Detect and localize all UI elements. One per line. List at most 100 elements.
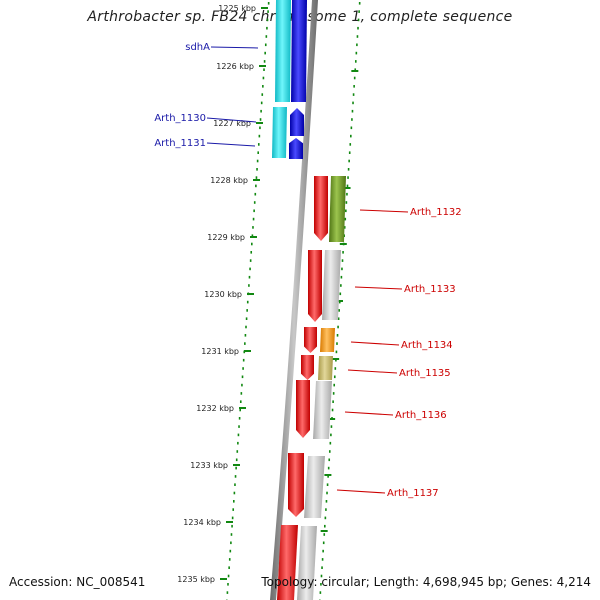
outer-tick: [324, 524, 326, 528]
cds-arth1134-red[interactable]: [304, 327, 317, 353]
outer-tick: [333, 383, 336, 387]
outer-tick: [341, 259, 344, 262]
cds-bottom-red[interactable]: [277, 525, 298, 600]
inner-tick: [264, 43, 267, 47]
bp-tick-label: 1225 kbp: [218, 4, 256, 13]
cds-arth1135-khaki[interactable]: [318, 356, 333, 380]
outer-tick: [356, 35, 359, 38]
inner-tick: [252, 226, 254, 229]
cds-arth1133-red[interactable]: [308, 250, 322, 322]
outer-major-tick: [351, 70, 359, 72]
inner-tick: [245, 317, 248, 320]
gene-label-right[interactable]: Arth_1135: [399, 368, 451, 379]
cds-arth1130-blue[interactable]: [290, 108, 304, 136]
outer-tick: [348, 159, 350, 163]
inner-tick: [237, 441, 239, 445]
gene-label-right[interactable]: Arth_1137: [387, 488, 439, 499]
inner-tick: [242, 367, 244, 370]
inner-tick: [228, 558, 231, 561]
outer-tick: [325, 508, 327, 511]
outer-tick: [320, 583, 322, 586]
cds-arth1132-olive[interactable]: [329, 176, 346, 242]
cds-arth1137-red[interactable]: [288, 453, 304, 517]
cds-arth1136-red[interactable]: [296, 380, 310, 438]
cds-bottom-gray[interactable]: [297, 526, 317, 600]
inner-tick: [258, 134, 261, 138]
inner-tick: [248, 284, 250, 287]
outer-tick: [338, 300, 341, 304]
inner-tick: [237, 433, 240, 437]
cds-arth1133-gray[interactable]: [322, 250, 341, 320]
inner-tick: [245, 325, 247, 329]
inner-tick: [260, 109, 262, 113]
inner-tick: [230, 541, 232, 545]
outer-major-tick: [328, 418, 336, 420]
bp-major-tick: [239, 407, 246, 409]
cds-arth1134-orange[interactable]: [320, 328, 335, 352]
inner-tick: [257, 151, 260, 154]
outer-tick: [331, 408, 334, 412]
gene-label-left[interactable]: sdhA: [185, 42, 210, 53]
inner-tick: [230, 533, 233, 536]
inner-tick: [256, 168, 258, 171]
gene-label-left[interactable]: Arth_1131: [154, 138, 206, 149]
gene-leader-line: [206, 117, 257, 123]
outer-tick: [333, 375, 336, 379]
inner-tick: [251, 242, 253, 246]
outer-tick: [343, 226, 346, 229]
inner-tick: [232, 508, 235, 511]
inner-tick: [235, 466, 237, 470]
outer-tick: [348, 151, 351, 154]
inner-tick: [248, 275, 251, 279]
gene-label-right[interactable]: Arth_1133: [404, 284, 456, 295]
outer-tick: [354, 68, 357, 71]
topology-text: Topology: circular; Length: 4,698,945 bp…: [261, 575, 591, 589]
gene-labels: sdhA Arth_1130 Arth_1131 Arth_1132 Arth_1133…: [154, 42, 461, 499]
gene-label-left[interactable]: Arth_1130: [154, 113, 206, 124]
outer-tick: [353, 76, 356, 80]
outer-tick: [330, 433, 332, 437]
cds-arth1137-gray[interactable]: [304, 456, 325, 518]
gene-label-right[interactable]: Arth_1132: [410, 207, 462, 218]
bp-major-tick: [256, 122, 263, 124]
outer-tick: [345, 201, 348, 204]
outer-tick: [338, 309, 340, 312]
outer-tick: [324, 516, 327, 520]
inner-tick: [238, 425, 240, 428]
outer-tick: [337, 325, 339, 329]
inner-tick: [253, 209, 255, 213]
inner-tick: [234, 475, 237, 478]
cds-arth1136-gray[interactable]: [313, 381, 332, 439]
outer-tick: [352, 93, 355, 96]
inner-tick: [259, 126, 261, 130]
cds-arth1132-red[interactable]: [314, 176, 328, 241]
inner-tick: [227, 574, 230, 578]
gene-leader-line: [347, 369, 398, 374]
outer-tick: [334, 367, 337, 370]
outer-major-tick: [339, 243, 347, 245]
outer-major-tick: [336, 300, 343, 302]
outer-tick: [330, 425, 333, 428]
outer-tick: [321, 566, 323, 569]
bp-major-tick: [244, 350, 251, 352]
bp-major-tick: [233, 464, 240, 466]
outer-tick: [347, 168, 350, 171]
cds-arth1131-blue[interactable]: [289, 138, 303, 159]
bp-tick-label: 1234 kbp: [183, 518, 221, 527]
outer-tick: [352, 101, 354, 105]
inner-tick: [249, 267, 251, 271]
outer-tick: [327, 475, 329, 478]
outer-tick: [357, 26, 359, 30]
outer-tick: [358, 10, 360, 13]
cds-arth1130-cyan[interactable]: [272, 107, 287, 158]
cds-sdha-blue[interactable]: [291, 0, 307, 102]
gene-label-right[interactable]: Arth_1134: [401, 340, 453, 351]
outer-tick: [322, 541, 325, 545]
bp-major-tick: [250, 236, 257, 238]
gene-label-right[interactable]: Arth_1136: [395, 410, 447, 421]
bp-tick-label: 1228 kbp: [210, 176, 248, 185]
cds-sdha-cyan[interactable]: [275, 0, 291, 102]
cds-arth1135-red[interactable]: [301, 355, 314, 380]
outer-tick: [344, 217, 347, 221]
inner-tick: [241, 383, 243, 387]
